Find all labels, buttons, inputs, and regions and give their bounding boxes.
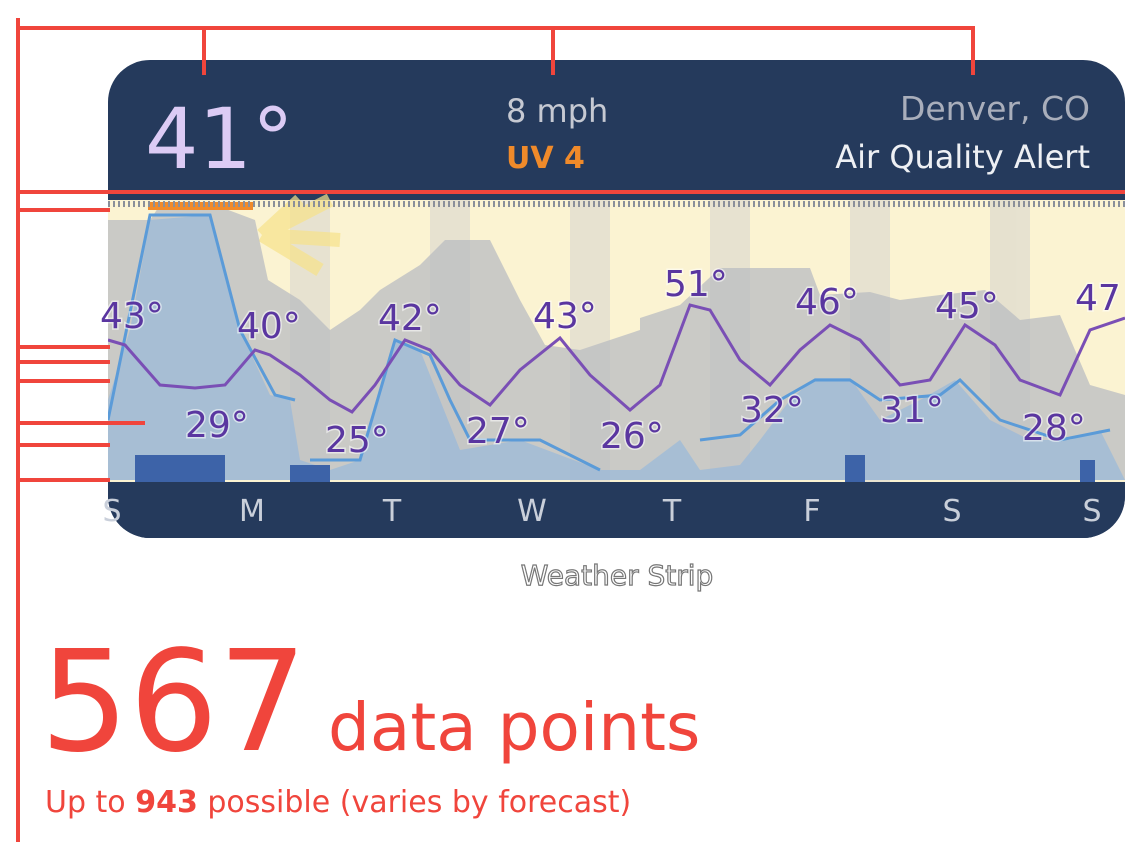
day-label: T — [662, 494, 682, 529]
low-temp: 28° — [1022, 408, 1086, 449]
low-temp: 26° — [600, 416, 664, 457]
weather-widget — [108, 60, 1125, 538]
precip-bars — [135, 455, 1095, 482]
stat-note: Up to 943 possible (varies by forecast) — [45, 785, 631, 820]
low-temp: 29° — [185, 405, 249, 446]
location: Denver, CO — [900, 89, 1090, 128]
dew-point-line — [108, 213, 1111, 472]
high-temp: 46° — [795, 282, 859, 323]
low-temp: 25° — [325, 420, 389, 461]
day-label: W — [517, 494, 547, 529]
day-label: S — [102, 494, 121, 529]
temperature-line — [108, 303, 1125, 414]
day-label: S — [942, 494, 961, 529]
low-temp: 32° — [740, 390, 804, 431]
high-temp: 51° — [664, 264, 728, 305]
low-temp: 31° — [880, 390, 944, 431]
day-label: S — [1082, 494, 1101, 529]
high-temp: 43° — [533, 296, 597, 337]
current-temperature: 41° — [145, 90, 294, 188]
high-temp: 40° — [237, 306, 301, 347]
strip-labels: 43° 40° 42° 43° 51° 46° 45° 47 29° 25° 27° 26° 32° 31… — [99, 263, 1123, 530]
annotation-lines — [16, 18, 1125, 842]
high-temp: 45° — [935, 286, 999, 327]
stat-unit: data points — [328, 689, 700, 766]
uv-marker — [148, 202, 253, 210]
note-number: 943 — [135, 785, 198, 820]
day-label: T — [382, 494, 402, 529]
day-label: M — [239, 494, 265, 529]
alert: Air Quality Alert — [835, 138, 1090, 176]
high-temp: 42° — [378, 298, 442, 339]
caption: Weather Strip — [521, 559, 714, 592]
day-bar — [108, 482, 1125, 538]
high-temp: 47 — [1075, 278, 1121, 319]
day-label: F — [803, 494, 820, 529]
stat-number: 567 — [40, 621, 307, 784]
wind: 8 mph — [506, 92, 608, 130]
uv-index: UV 4 — [506, 141, 585, 176]
note-suffix: possible (varies by forecast) — [207, 785, 631, 820]
low-temp: 27° — [466, 411, 530, 452]
sun-rays — [257, 193, 341, 276]
high-temp: 43° — [100, 296, 164, 337]
precipitation — [108, 215, 1125, 480]
note-prefix: Up to — [45, 785, 126, 820]
